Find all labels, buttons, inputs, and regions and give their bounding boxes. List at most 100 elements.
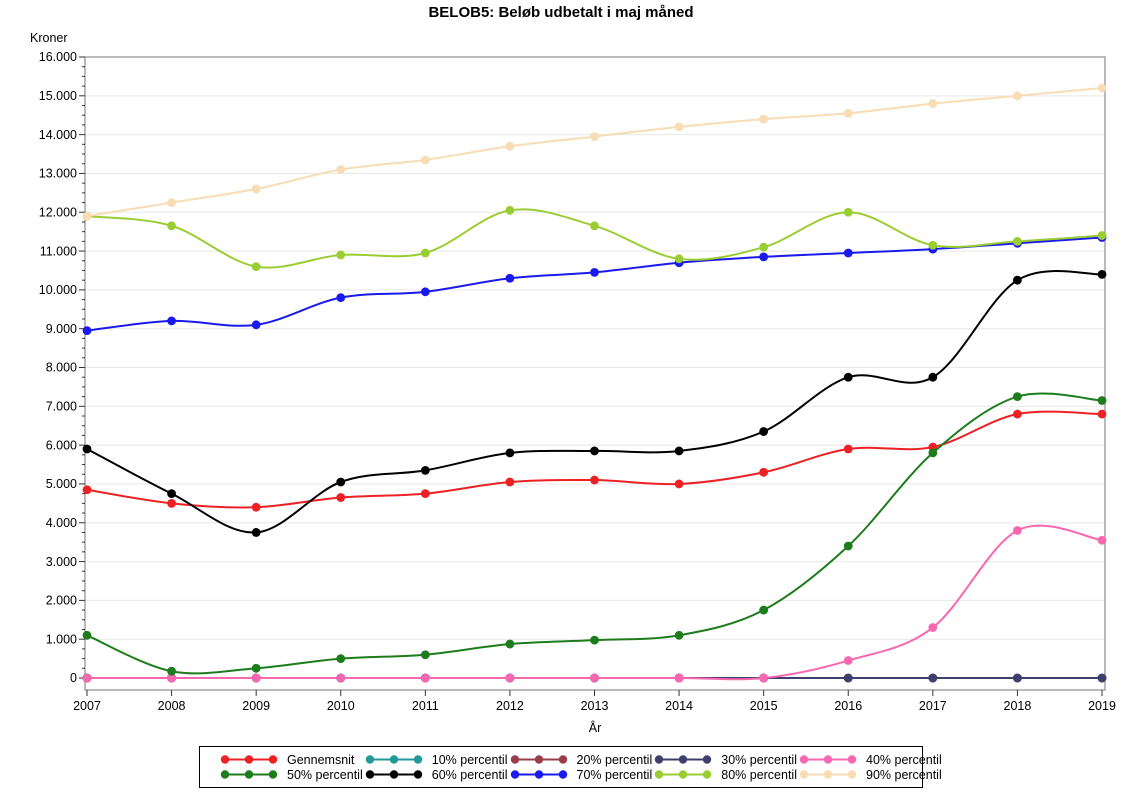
legend-marker-icon bbox=[510, 770, 567, 779]
x-tick-label: 2013 bbox=[581, 699, 609, 713]
legend-entry-40-percentil: 40% percentil bbox=[797, 753, 942, 767]
series-marker-80-percentil bbox=[420, 248, 430, 258]
series-marker-60-percentil bbox=[759, 427, 769, 436]
series-marker-90-percentil bbox=[759, 114, 769, 124]
series-marker-50-percentil bbox=[843, 541, 853, 551]
x-tick-label: 2016 bbox=[834, 699, 862, 713]
series-marker-40-percentil bbox=[1013, 526, 1022, 535]
series-marker-90-percentil bbox=[505, 141, 515, 151]
series-marker-70-percentil bbox=[251, 320, 261, 330]
series-marker-60-percentil bbox=[590, 446, 599, 456]
series-marker-gennemsnit bbox=[759, 467, 769, 477]
series-marker-90-percentil bbox=[928, 99, 938, 108]
y-tick-label: 14.000 bbox=[39, 128, 77, 142]
series-marker-80-percentil bbox=[505, 205, 515, 215]
legend-label: 70% percentil bbox=[576, 767, 653, 782]
series-line-80-percentil bbox=[86, 208, 1103, 269]
series-marker-70-percentil bbox=[843, 248, 853, 258]
series-line-90-percentil bbox=[86, 87, 1103, 218]
legend-label: Gennemsnit bbox=[287, 752, 355, 767]
series-marker-90-percentil bbox=[1097, 83, 1107, 93]
series-marker-50-percentil bbox=[336, 654, 346, 663]
legend-marker-icon bbox=[220, 770, 278, 779]
series-line-60-percentil bbox=[86, 269, 1103, 534]
legend-marker-icon bbox=[220, 755, 278, 764]
legend-entry-20-percentil: 20% percentil bbox=[508, 753, 652, 767]
series-marker-gennemsnit bbox=[590, 475, 599, 485]
series-marker-50-percentil bbox=[674, 630, 684, 640]
x-tick-label: 2012 bbox=[496, 699, 524, 713]
series-line-50-percentil bbox=[86, 392, 1103, 675]
y-tick-label: 6.000 bbox=[46, 438, 77, 452]
y-tick-label: 13.000 bbox=[39, 167, 77, 181]
series-marker-50-percentil bbox=[167, 666, 176, 676]
series-marker-50-percentil bbox=[1013, 392, 1022, 402]
series-marker-90-percentil bbox=[82, 211, 92, 221]
legend-label: 30% percentil bbox=[721, 752, 797, 767]
legend-marker-icon bbox=[510, 755, 567, 764]
plot-frame bbox=[84, 56, 1106, 691]
series-marker-50-percentil bbox=[590, 635, 599, 645]
x-tick-label: 2011 bbox=[412, 699, 439, 713]
y-tick-label: 0 bbox=[70, 671, 77, 685]
x-tick-label: 2017 bbox=[919, 699, 947, 713]
y-tick-label: 1.000 bbox=[46, 632, 77, 646]
y-tick-label: 5.000 bbox=[46, 477, 77, 491]
series-marker-60-percentil bbox=[82, 444, 92, 454]
series-marker-60-percentil bbox=[167, 489, 176, 499]
series-marker-80-percentil bbox=[1097, 231, 1107, 240]
legend-entry-60-percentil: 60% percentil bbox=[363, 768, 508, 782]
series-marker-50-percentil bbox=[505, 639, 515, 649]
series-marker-80-percentil bbox=[1013, 236, 1022, 246]
series-marker-60-percentil bbox=[928, 372, 938, 382]
series-marker-40-percentil bbox=[336, 673, 346, 683]
y-axis-title: Kroner bbox=[30, 31, 68, 45]
x-tick-label: 2010 bbox=[327, 699, 355, 713]
series-marker-30-percentil bbox=[928, 673, 938, 683]
y-tick-label: 15.000 bbox=[39, 89, 77, 103]
x-tick-label: 2007 bbox=[73, 699, 101, 713]
series-marker-gennemsnit bbox=[167, 498, 176, 508]
legend: Gennemsnit 10% percentil 20% percentil 30% … bbox=[199, 746, 942, 788]
series-marker-40-percentil bbox=[167, 673, 176, 683]
legend-label: 10% percentil bbox=[431, 752, 508, 767]
series-marker-80-percentil bbox=[674, 254, 684, 264]
series-marker-gennemsnit bbox=[251, 502, 261, 512]
line-chart: 0 1.000 2.000 3.000 4.000 5.000 6.000 7.000 8.00… bbox=[30, 31, 1116, 735]
series-marker-40-percentil bbox=[590, 673, 599, 683]
y-tick-label: 4.000 bbox=[46, 516, 77, 530]
series-marker-40-percentil bbox=[928, 623, 938, 632]
series-marker-gennemsnit bbox=[1097, 409, 1107, 419]
series-marker-50-percentil bbox=[1097, 396, 1107, 405]
series-marker-40-percentil bbox=[674, 673, 684, 683]
series-marker-80-percentil bbox=[336, 250, 346, 260]
series-marker-50-percentil bbox=[420, 650, 430, 660]
legend-label: 80% percentil bbox=[721, 767, 797, 782]
series-marker-gennemsnit bbox=[1013, 409, 1022, 419]
y-tick-label: 10.000 bbox=[39, 283, 77, 297]
legend-entry-90-percentil: 90% percentil bbox=[797, 768, 942, 782]
series-marker-90-percentil bbox=[167, 198, 176, 207]
series-marker-gennemsnit bbox=[420, 489, 430, 499]
series-marker-70-percentil bbox=[590, 268, 599, 277]
y-tick-label: 2.000 bbox=[46, 594, 77, 608]
legend-entry-70-percentil: 70% percentil bbox=[508, 767, 653, 782]
series-marker-60-percentil bbox=[1097, 269, 1107, 279]
legend-marker-icon bbox=[799, 755, 857, 764]
x-tick-label: 2018 bbox=[1004, 699, 1032, 713]
legend-label: 50% percentil bbox=[287, 767, 363, 782]
series-marker-50-percentil bbox=[928, 448, 938, 458]
plot-area: 0 1.000 2.000 3.000 4.000 5.000 6.000 7.000 8.00… bbox=[39, 50, 1116, 713]
series-marker-90-percentil bbox=[420, 155, 430, 165]
series-marker-50-percentil bbox=[759, 605, 769, 615]
series-marker-60-percentil bbox=[336, 477, 346, 487]
series-marker-60-percentil bbox=[1013, 275, 1022, 285]
series-marker-60-percentil bbox=[674, 446, 684, 456]
legend-label: 90% percentil bbox=[866, 767, 942, 782]
legend-marker-icon bbox=[655, 755, 712, 764]
series-marker-70-percentil bbox=[420, 287, 430, 297]
series-marker-40-percentil bbox=[843, 656, 853, 665]
series-marker-90-percentil bbox=[843, 108, 853, 118]
series-marker-80-percentil bbox=[928, 240, 938, 250]
